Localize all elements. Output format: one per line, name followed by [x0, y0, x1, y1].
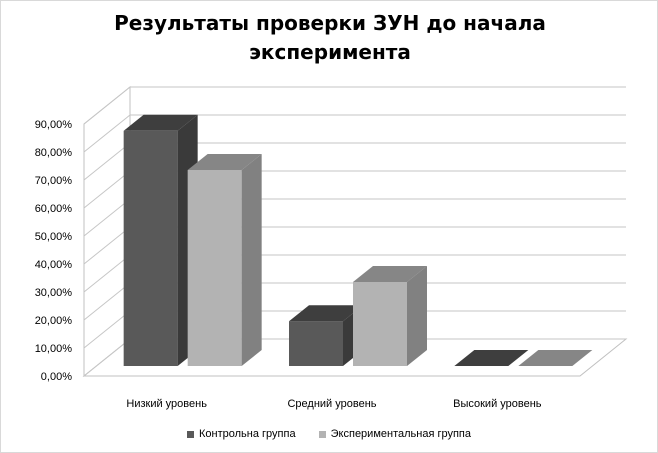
x-category-label: Высокий уровень [453, 398, 542, 410]
y-tick-label: 20,00% [35, 315, 73, 327]
bar-control [289, 321, 343, 366]
legend: Контрольна группа Экспериментальная груп… [0, 428, 658, 441]
legend-swatch-control [187, 430, 194, 438]
y-tick-label: 90,00% [35, 119, 73, 131]
bars [123, 114, 593, 367]
y-tick-label: 60,00% [35, 203, 73, 215]
bar-experimental-top [518, 350, 593, 366]
side-wall [83, 85, 131, 378]
bar-experimental-top [187, 154, 262, 170]
x-category-label: Средний уровень [287, 398, 376, 410]
legend-swatch-experimental [318, 430, 326, 438]
gridline [83, 86, 626, 125]
x-axis-labels: Низкий уровень Средний уровень Высокий уро… [126, 398, 541, 410]
bar-experimental-top [353, 266, 427, 282]
chart-title: Результаты проверки ЗУН до начала экспер… [1, 9, 658, 67]
legend-label-control: Контрольна группа [199, 428, 296, 440]
bar-experimental-side [407, 266, 427, 366]
bar-experimental [187, 170, 242, 366]
bar-control-top [123, 114, 198, 131]
bar-control [123, 130, 178, 366]
bar-experimental-side [241, 154, 262, 366]
y-tick-label: 70,00% [35, 175, 73, 187]
bar-control-top [454, 350, 529, 366]
legend-label-experimental: Экспериментальная группа [330, 428, 471, 440]
legend-item-experimental: Экспериментальная группа [318, 428, 471, 440]
gridline [83, 114, 626, 153]
y-tick-label: 40,00% [35, 259, 73, 271]
y-tick-label: 30,00% [35, 287, 73, 299]
y-tick-label: 80,00% [35, 147, 73, 159]
y-tick-label: 10,00% [35, 343, 73, 355]
bar-control-top [289, 305, 363, 322]
x-category-label: Низкий уровень [126, 398, 207, 410]
legend-item-control: Контрольна группа [187, 428, 296, 440]
chart-title-line-1: Результаты проверки ЗУН до начала [114, 11, 546, 35]
chart-title-line-2: эксперимента [249, 40, 411, 64]
y-tick-label: 50,00% [35, 231, 73, 243]
y-tick-label: 0,00% [41, 371, 72, 383]
bar-experimental [353, 282, 407, 366]
y-axis-labels: 0,00% 10,00% 20,00% 30,00% 40,00% 50,00% 60,00… [35, 119, 73, 383]
